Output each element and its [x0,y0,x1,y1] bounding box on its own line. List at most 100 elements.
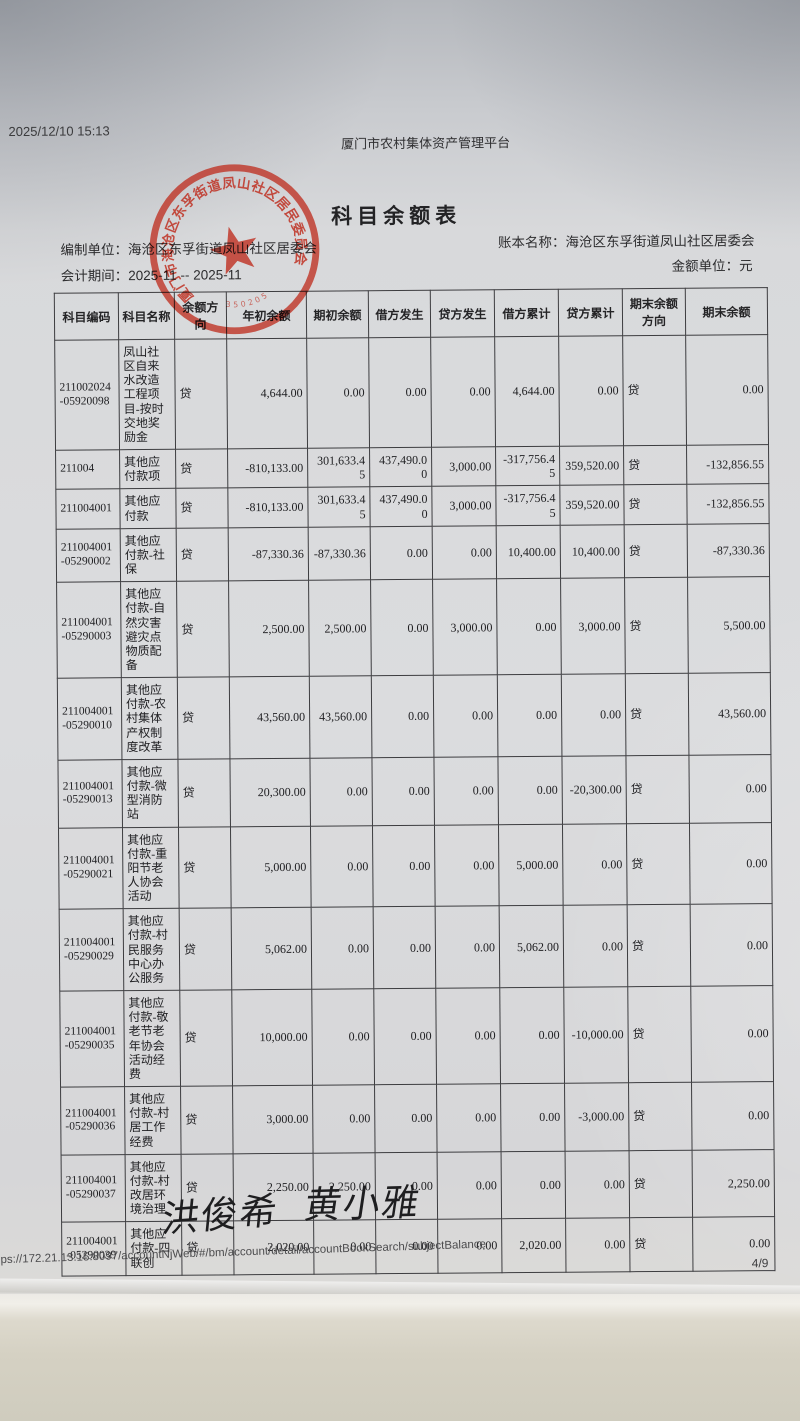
cell-debit-accumulated: 0.00 [497,674,562,757]
cell-credit-accumulated: 0.00 [561,673,626,757]
cell-debit-accumulated: 5,062.00 [499,905,564,988]
cell-code: 211004001 [55,489,121,529]
cell-direction: 贷 [175,448,228,489]
cell-debit-occurred: 0.00 [372,824,436,908]
cell-debit-occurred: 0.00 [368,337,432,448]
cell-code: 211002024-05920098 [54,339,120,451]
col-header-ending-direction: 期末余额方向 [622,288,686,336]
cell-code: 211004001-05290013 [57,759,123,828]
cell-code: 211004001-05290010 [57,677,122,761]
cell-ending-direction: 贷 [624,577,689,674]
cell-direction: 贷 [178,826,232,909]
cell-year-begin-balance: 4,644.00 [226,338,308,449]
cell-code: 211004001-05290037 [61,1154,126,1223]
cell-debit-occurred: 437,490.00 [369,447,432,488]
balance-table-body: 211002024-05920098 凤山社区自来水改造工程项目-按时交地奖励金贷… [54,334,775,1276]
stamp-serial-text: 350205 [223,289,272,314]
signature-2: 黄小雅 [301,1180,424,1228]
cell-ending-direction: 贷 [625,673,689,756]
cell-credit-accumulated: -3,000.00 [564,1082,630,1151]
cell-debit-accumulated: 5,000.00 [498,823,564,907]
cell-code: 211004001-05290021 [58,827,124,910]
table-row: 211004001-05290010 其他应付款-农村集体产权制度改革贷 43,56… [57,672,771,761]
table-row: 211004 其他应付款项贷 -810,133.00 301,633.45 437,49… [55,444,769,490]
cell-ending-balance: -132,856.55 [686,444,769,485]
cell-debit-accumulated: 0.00 [501,1150,566,1219]
cell-ending-balance: 43,560.00 [688,672,771,756]
cell-debit-occurred: 0.00 [370,579,434,676]
col-header-credit-accumulated: 贷方累计 [558,288,623,337]
cell-debit-accumulated: 10,400.00 [496,524,561,579]
cell-credit-occurred: 0.00 [433,674,498,758]
cell-ending-direction: 贷 [623,484,688,525]
cell-name: 其他应付款-自然灾害避灾点物质配备 [120,581,178,678]
cell-code: 211004001-05290002 [56,528,121,583]
cell-debit-accumulated: 0.00 [497,756,563,825]
page-number: 4/9 [751,1256,769,1271]
cell-ending-direction: 贷 [629,1217,693,1272]
cell-period-begin-balance: 0.00 [309,757,373,826]
cell-ending-balance: 0.00 [685,334,769,446]
cell-name: 其他应付款-重阳节老人协会活动 [122,826,180,909]
cell-year-begin-balance: -810,133.00 [227,487,309,528]
cell-name: 其他应付款-村民服务中心办公服务 [123,908,180,991]
cell-ending-direction: 贷 [626,822,691,906]
cell-code: 211004001-05290035 [59,990,125,1088]
cell-name: 其他应付款-农村集体产权制度改革 [121,677,178,760]
cell-ending-balance: 0.00 [690,903,773,987]
cell-direction: 贷 [179,908,232,991]
cell-year-begin-balance: 3,000.00 [232,1085,314,1154]
cell-ending-direction: 贷 [625,755,690,824]
cell-year-begin-balance: 2,500.00 [228,580,310,677]
platform-name: 厦门市农村集体资产管理平台 [341,135,511,152]
cell-ending-direction: 贷 [627,986,692,1083]
signature-1: 洪俊希 [159,1188,281,1242]
cell-period-begin-balance: 0.00 [311,988,375,1086]
cell-credit-occurred: 0.00 [435,987,501,1085]
stamp-star-icon [209,226,257,275]
cell-debit-accumulated: -317,756.45 [495,446,560,487]
cell-credit-occurred: 3,000.00 [432,578,498,676]
desk-surface [0,1294,800,1421]
cell-debit-accumulated: 0.00 [496,578,562,675]
cell-name: 其他应付款-敬老节老年协会活动经费 [123,990,181,1087]
cell-code: 211004001-05290029 [59,908,124,992]
table-row: 211004001-05290035 其他应付款-敬老节老年协会活动经费贷 10,0… [59,985,774,1088]
cell-ending-balance: 0.00 [691,1081,775,1150]
cell-credit-occurred: 0.00 [433,756,499,825]
cell-direction: 贷 [179,989,233,1087]
cell-year-begin-balance: 20,300.00 [229,758,311,827]
cell-credit-accumulated: 359,520.00 [559,485,625,525]
cell-ending-direction: 贷 [627,904,691,987]
cell-ending-direction: 贷 [629,1149,693,1218]
cell-ending-balance: -87,330.36 [687,523,770,578]
col-header-code: 科目编码 [54,292,119,341]
cell-credit-occurred: 0.00 [435,906,500,989]
account-book-name: 账本名称：海沧区东孚街道凤山社区居委会 [497,233,755,251]
cell-credit-accumulated: -20,300.00 [561,755,627,824]
cell-debit-accumulated: -317,756.45 [495,485,561,526]
cell-direction: 贷 [177,676,230,760]
cell-credit-occurred: 3,000.00 [431,446,496,487]
cell-debit-accumulated: 0.00 [500,1083,566,1152]
cell-credit-accumulated: 0.00 [565,1217,630,1272]
subject-balance-table: 科目编码 科目名称 余额方向 年初余额 期初余额 借方发生 贷方发生 借方累计 贷方累计 期末余额… [54,287,776,1276]
cell-name: 其他应付款 [119,488,177,529]
cell-credit-occurred: 0.00 [430,336,496,448]
cell-year-begin-balance: 10,000.00 [231,989,313,1086]
cell-credit-occurred: 0.00 [436,1083,502,1152]
table-row: 211004001-05290003 其他应付款-自然灾害避灾点物质配备贷 2,50… [56,576,771,679]
cell-name: 其他应付款-村居工作经费 [124,1086,182,1155]
cell-credit-accumulated: 0.00 [558,335,624,447]
cell-ending-balance: 0.00 [689,822,773,905]
cell-credit-occurred: 0.00 [432,525,497,580]
cell-debit-occurred: 0.00 [373,906,436,989]
cell-name: 其他应付款-微型消防站 [121,759,179,828]
cell-period-begin-balance: 0.00 [306,337,370,449]
table-row: 211004001-05290002 其他应付款-社保贷 -87,330.36 -87… [56,523,770,583]
col-header-debit-accumulated: 借方累计 [494,289,559,337]
cell-credit-accumulated: 10,400.00 [560,524,625,579]
cell-name: 其他应付款-社保 [120,527,177,582]
col-header-ending-balance: 期末余额 [685,287,768,336]
